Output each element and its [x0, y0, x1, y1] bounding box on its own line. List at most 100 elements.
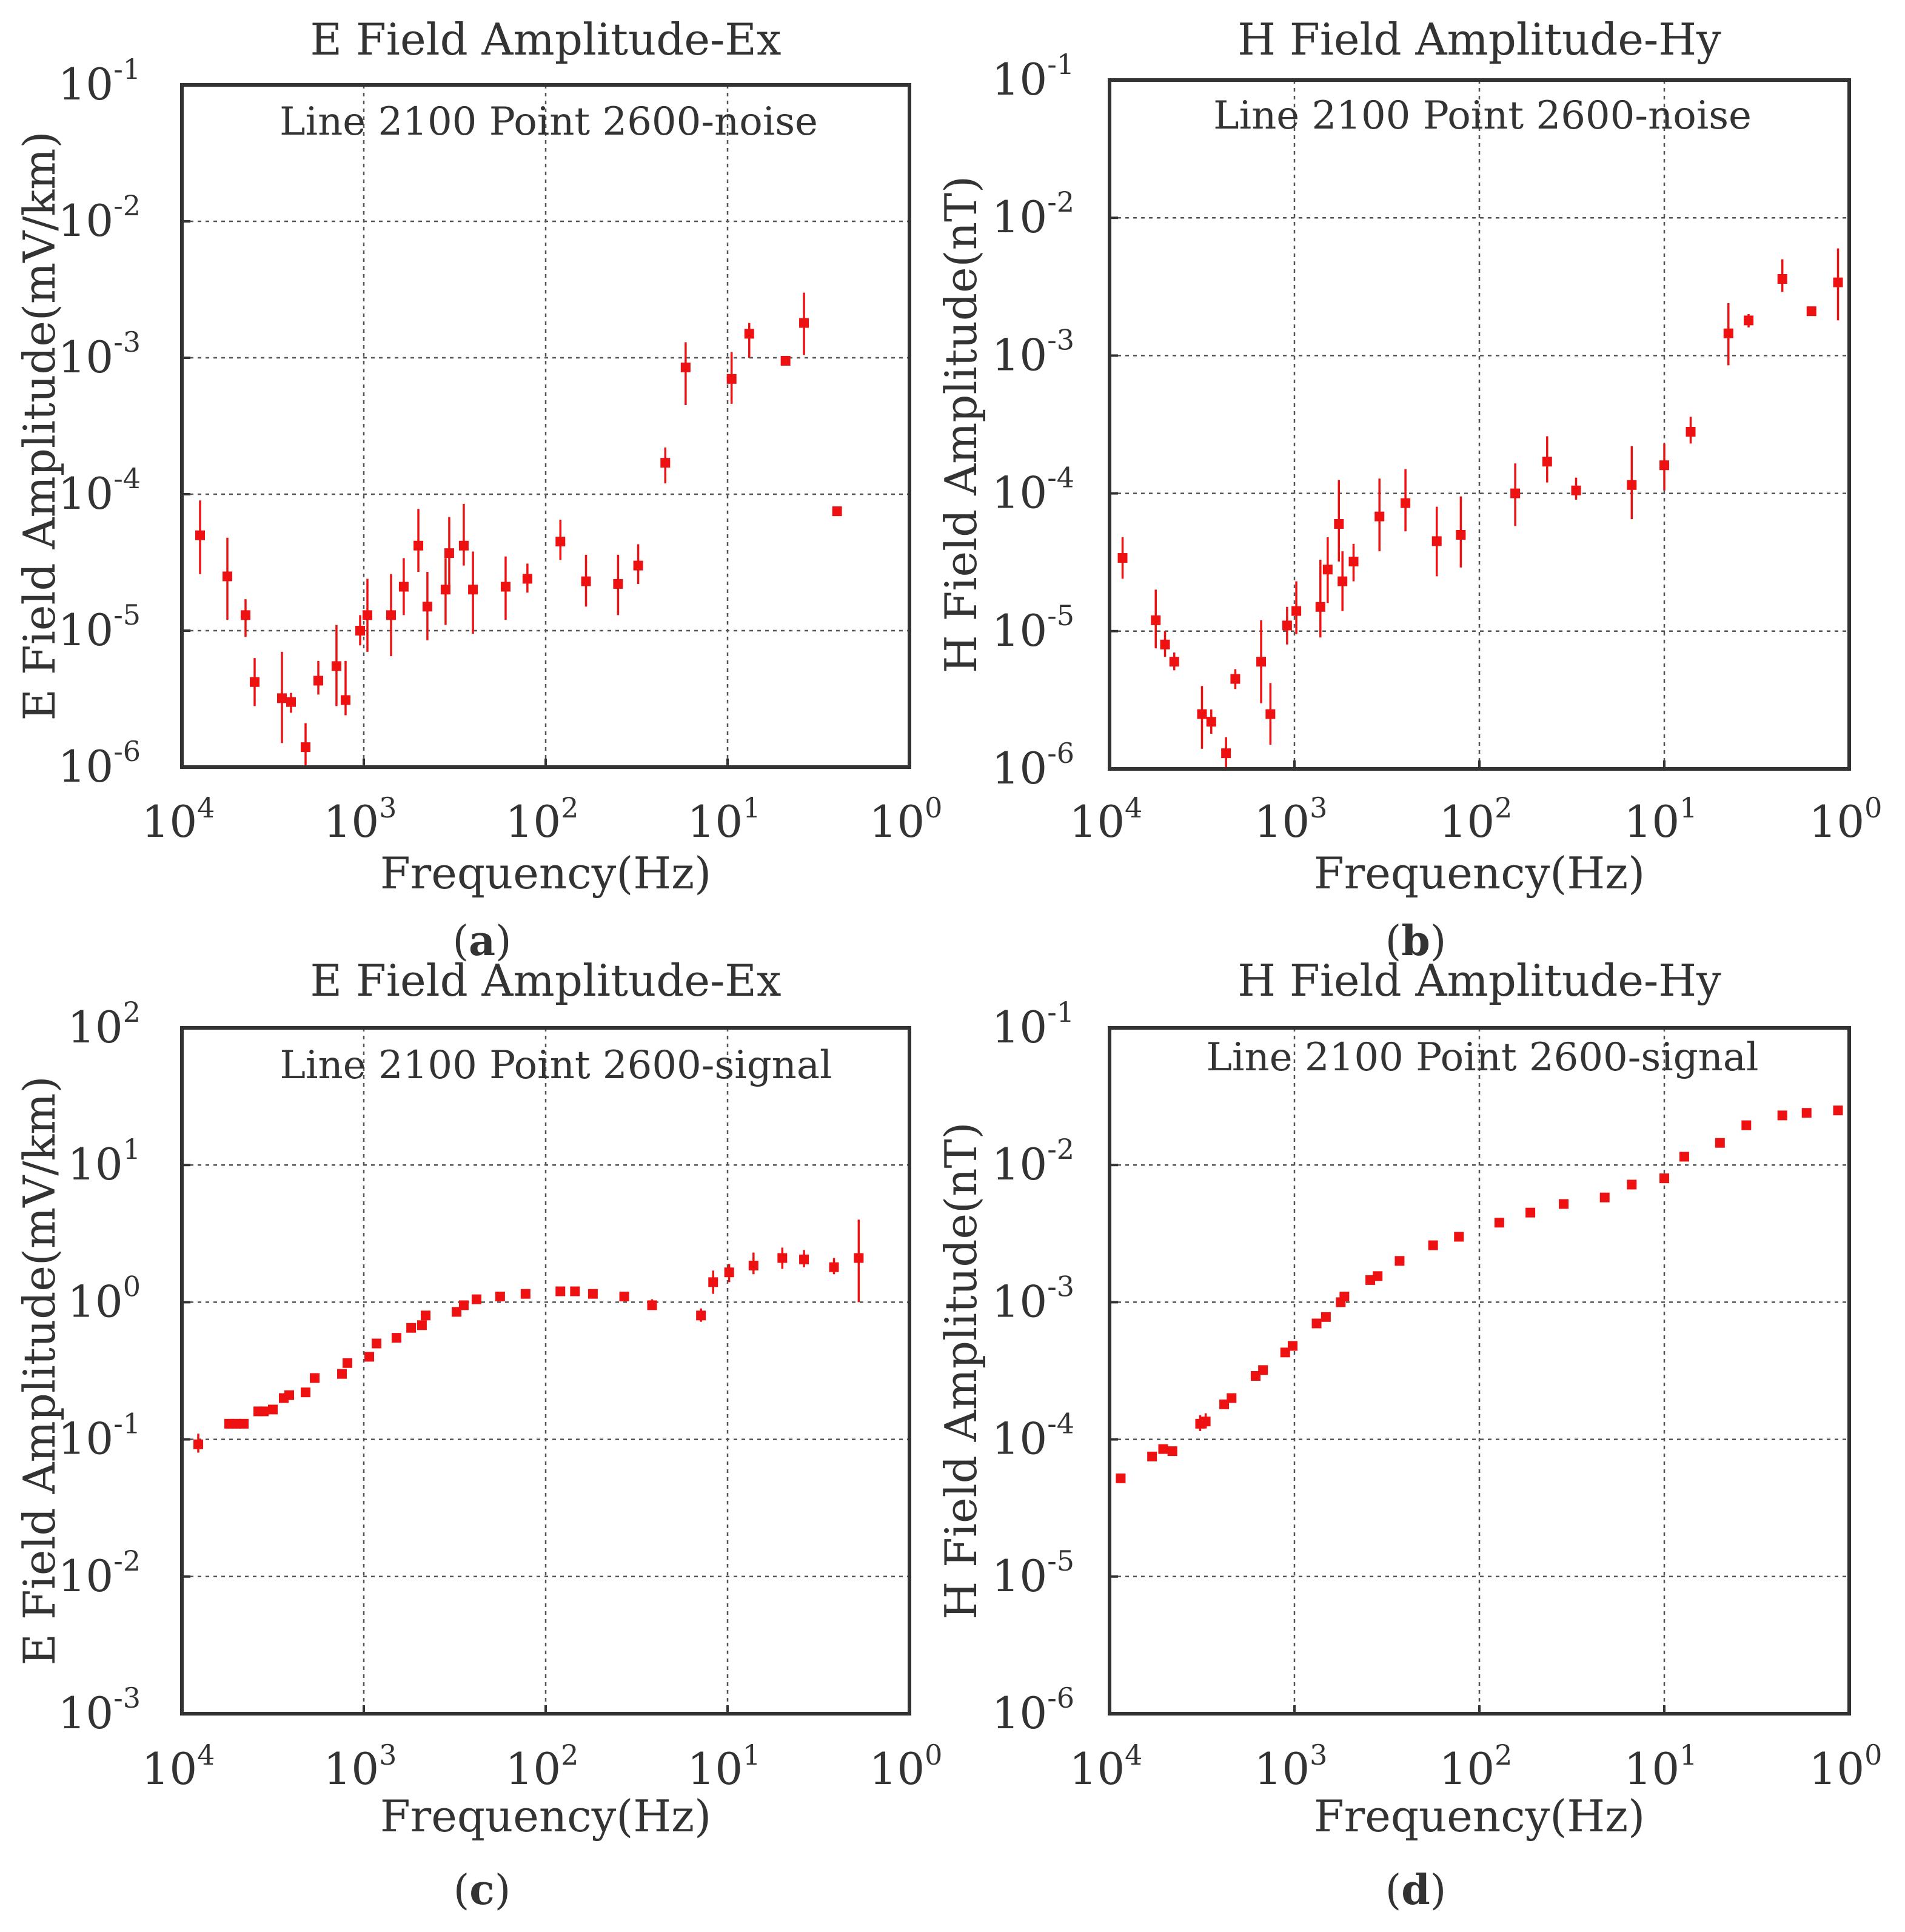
y-axis-label: E Field Amplitude(mV/km): [14, 1076, 65, 1665]
chart-annotation: Line 2100 Point 2600-signal: [280, 1043, 832, 1088]
data-point: [362, 610, 372, 620]
data-point: [284, 1390, 295, 1400]
data-point: [468, 585, 478, 595]
plot-frame: [1108, 1026, 1851, 1716]
y-tick-label: 10-2: [58, 189, 141, 246]
x-tick-label: 100: [1809, 791, 1883, 847]
data-point: [458, 1300, 469, 1310]
y-tick-label: 10-6: [992, 1682, 1074, 1739]
x-axis-label: Frequency(Hz): [380, 848, 711, 899]
y-tick-label: 10-4: [992, 1407, 1074, 1464]
x-tick-label: 103: [324, 791, 397, 847]
data-point: [1542, 457, 1552, 467]
data-point: [1348, 557, 1359, 567]
y-tick-label: 10-6: [992, 737, 1074, 794]
data-point: [1250, 1371, 1261, 1381]
x-tick-label: 104: [1070, 1739, 1143, 1794]
x-tick-label: 102: [1439, 1739, 1513, 1794]
data-point: [238, 1418, 249, 1429]
data-point: [417, 1320, 427, 1330]
y-axis-label: E Field Amplitude(mV/km): [14, 131, 65, 720]
y-tick-label: 10-1: [992, 996, 1074, 1053]
data-point: [1338, 576, 1348, 586]
x-axis-label: Frequency(Hz): [1314, 1791, 1645, 1842]
data-point: [647, 1300, 657, 1310]
data-point: [1659, 460, 1669, 471]
panel-label: (c): [454, 1866, 511, 1914]
data-point: [250, 677, 260, 687]
data-point: [1258, 1365, 1268, 1375]
chart-title: H Field Amplitude-Hy: [1237, 14, 1721, 65]
data-point: [337, 1369, 347, 1379]
data-point: [1365, 1275, 1376, 1285]
data-point: [748, 1260, 758, 1270]
data-point: [777, 1253, 788, 1263]
data-point: [301, 742, 311, 753]
data-point: [633, 560, 643, 571]
x-tick-label: 103: [324, 1739, 397, 1794]
panel-label: (d): [1385, 1866, 1447, 1914]
panel-b: H Field Amplitude-Hy Line 2100 Point 2600…: [936, 14, 1882, 965]
x-tick-label: 104: [1070, 791, 1143, 847]
y-tick-label: 10-3: [58, 1682, 141, 1739]
data-point: [854, 1253, 864, 1263]
y-tick-label: 10-5: [992, 599, 1074, 656]
panel-a: E Field Amplitude-Ex Line 2100 Point 2600…: [14, 14, 942, 965]
data-point: [1599, 1192, 1610, 1202]
y-tick-label: 10-4: [58, 462, 141, 519]
y-tick-label: 10-3: [992, 323, 1074, 380]
data-point: [1147, 1451, 1157, 1461]
data-point: [522, 574, 532, 584]
y-tick-label: 10-1: [58, 53, 141, 110]
data-point: [386, 610, 396, 620]
data-point: [1280, 1347, 1290, 1358]
data-point: [1282, 620, 1292, 631]
data-point: [696, 1310, 706, 1321]
y-tick-label: 10-1: [58, 1407, 141, 1464]
data-point: [1321, 1312, 1331, 1322]
data-point: [744, 329, 754, 339]
chart-title: E Field Amplitude-Ex: [310, 955, 782, 1006]
data-point: [660, 458, 671, 468]
data-point: [1431, 536, 1442, 546]
panel-d: H Field Amplitude-Hy Line 2100 Point 2600…: [936, 955, 1882, 1914]
data-point: [1723, 328, 1733, 338]
x-tick-label: 101: [688, 1739, 761, 1794]
data-point: [1454, 1232, 1464, 1242]
chart-annotation: Line 2100 Point 2600-noise: [1213, 93, 1752, 138]
data-point: [1151, 615, 1161, 625]
data-point: [726, 374, 737, 384]
data-point: [1374, 511, 1385, 522]
data-point: [471, 1294, 481, 1304]
chart-title: H Field Amplitude-Hy: [1237, 955, 1721, 1006]
data-point: [829, 1262, 839, 1272]
data-point: [1833, 277, 1843, 287]
data-point: [1158, 1444, 1168, 1454]
x-tick-label: 101: [1624, 791, 1698, 847]
y-tick-label: 10-2: [58, 1545, 141, 1602]
data-point: [1801, 1108, 1812, 1118]
data-point: [1322, 565, 1333, 575]
plot-frame: [1108, 78, 1851, 771]
data-point: [1744, 315, 1754, 326]
data-point: [1287, 1341, 1297, 1351]
data-point: [724, 1267, 734, 1278]
panel-label: (a): [452, 917, 511, 965]
data-point: [520, 1289, 531, 1299]
x-axis-label: Frequency(Hz): [380, 1791, 711, 1842]
data-point: [1659, 1173, 1669, 1184]
data-point: [1219, 1399, 1230, 1409]
data-point: [1117, 553, 1128, 563]
x-tick-label: 104: [142, 791, 215, 847]
data-point: [1167, 1446, 1177, 1457]
y-axis-label: H Field Amplitude(nT): [936, 1122, 986, 1619]
data-point: [1315, 602, 1325, 612]
data-point: [406, 1323, 417, 1333]
data-point: [1200, 1417, 1211, 1427]
data-point: [570, 1286, 580, 1296]
y-tick-label: 10-6: [58, 735, 141, 792]
y-tick-label: 10-1: [992, 48, 1074, 105]
data-point: [277, 693, 287, 703]
data-point: [1227, 1393, 1237, 1403]
